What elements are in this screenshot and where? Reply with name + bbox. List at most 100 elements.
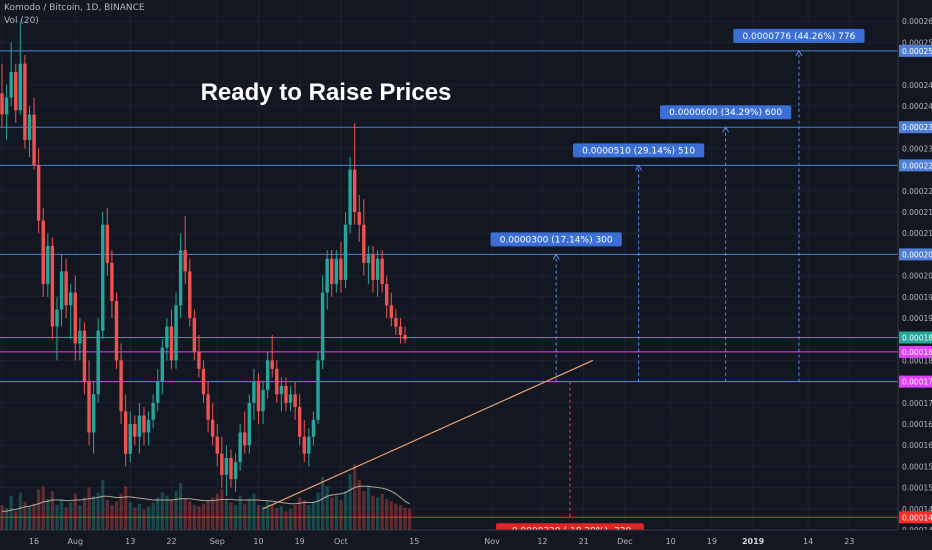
x-tick-label: Oct: [334, 537, 348, 546]
y-tick-label: 0.0002150: [902, 208, 932, 217]
candle-body: [238, 432, 242, 463]
candle-body: [233, 462, 238, 480]
x-tick-label: 23: [844, 537, 854, 546]
volume-bar: [114, 501, 119, 530]
candle-body: [146, 419, 151, 433]
candle-body: [165, 326, 169, 348]
volume-bar: [18, 492, 22, 530]
volume-bar: [183, 498, 187, 530]
candle-body: [348, 169, 352, 225]
target-arrow: [722, 126, 730, 133]
volume-bar: [211, 497, 215, 530]
volume-bar: [238, 495, 242, 530]
candle-body: [169, 326, 174, 361]
volume-bar: [311, 501, 316, 530]
volume-bar: [119, 493, 123, 530]
y-tick-label: 0.0001950: [902, 293, 932, 302]
volume-bar: [87, 487, 91, 530]
candle-body: [343, 224, 348, 280]
volume-bar: [197, 506, 201, 530]
candle-body: [101, 224, 105, 331]
volume-bar: [366, 486, 370, 530]
candle-body: [330, 258, 334, 285]
candle-body: [293, 394, 297, 408]
candle-body: [352, 169, 357, 212]
candle-body: [55, 309, 59, 327]
svg-text:0.0000776 (44.26%) 776: 0.0000776 (44.26%) 776: [742, 32, 855, 42]
candle-body: [215, 436, 219, 454]
x-tick-label: 21: [579, 537, 589, 546]
level-price-tag: 0.0002050: [899, 248, 932, 261]
volume-bar: [403, 507, 407, 530]
candle-body: [229, 457, 233, 480]
volume-bar: [380, 493, 384, 530]
volume-bar: [69, 502, 73, 530]
volume-bar: [408, 508, 412, 530]
volume-bar: [371, 495, 375, 530]
candle-body: [307, 436, 311, 454]
candle-body: [298, 407, 302, 437]
candle-body: [91, 394, 96, 433]
svg-text:0.0002050: 0.0002050: [902, 250, 932, 259]
x-tick-label: Sep: [210, 537, 225, 546]
candle-body: [371, 254, 375, 280]
volume-bar: [279, 506, 283, 530]
volume-bar: [73, 493, 77, 530]
volume-bar: [339, 500, 343, 530]
candle-body: [73, 292, 77, 344]
candle-body: [362, 224, 366, 263]
volume-bar: [23, 501, 27, 530]
y-tick-label: 0.0002600: [902, 17, 932, 26]
volume-bar: [27, 506, 32, 530]
candle-body: [32, 114, 36, 166]
volume-bar: [261, 506, 265, 530]
x-tick-label: 16: [29, 537, 39, 546]
candle-body: [0, 93, 4, 115]
y-tick-label: 0.0001500: [902, 484, 932, 493]
volume-bar: [146, 506, 151, 530]
candle-body: [105, 224, 110, 263]
candle-body: [27, 114, 32, 140]
volume-bar: [133, 507, 137, 530]
svg-text:0.0001854: 0.0001854: [902, 334, 932, 343]
volume-bar: [298, 497, 302, 530]
volume-bar: [4, 508, 9, 530]
volume-bar: [252, 493, 256, 530]
candle-body: [316, 360, 320, 420]
volume-bar: [64, 507, 68, 530]
candle-body: [18, 63, 23, 111]
candle-body: [78, 330, 82, 344]
candle-body: [36, 165, 41, 221]
x-tick-label: Nov: [484, 537, 500, 546]
candle-body: [206, 394, 210, 420]
y-tick-label: 0.0001900: [902, 314, 932, 323]
volume-ma-line: [2, 485, 410, 512]
volume-bar: [165, 495, 169, 530]
candle-body: [288, 394, 293, 403]
volume-bar: [316, 492, 320, 530]
candle-body: [339, 258, 343, 280]
candle-body: [197, 351, 201, 369]
y-tick-label: 0.0002200: [902, 187, 932, 196]
y-tick-label: 0.0001550: [902, 462, 932, 471]
candle-body: [178, 250, 183, 306]
candle-body: [279, 385, 284, 395]
volume-bar: [92, 495, 96, 530]
volume-bar: [169, 500, 174, 530]
svg-text:0.0002350: 0.0002350: [902, 123, 932, 132]
candle-body: [192, 318, 197, 352]
candle-body: [385, 284, 389, 306]
y-tick-label: 0.0001600: [902, 441, 932, 450]
volume-bar: [105, 500, 109, 530]
candle-body: [275, 368, 279, 395]
candle-body: [87, 381, 91, 433]
volume-bar: [206, 500, 210, 530]
volume-bar: [142, 509, 146, 530]
volume-bar: [124, 486, 128, 530]
x-tick-label: 22: [166, 537, 176, 546]
candle-body: [265, 360, 270, 391]
candle-body: [389, 305, 393, 318]
target-label: 0.0000776 (44.26%) 776: [733, 28, 865, 43]
volume-bar: [362, 491, 366, 530]
